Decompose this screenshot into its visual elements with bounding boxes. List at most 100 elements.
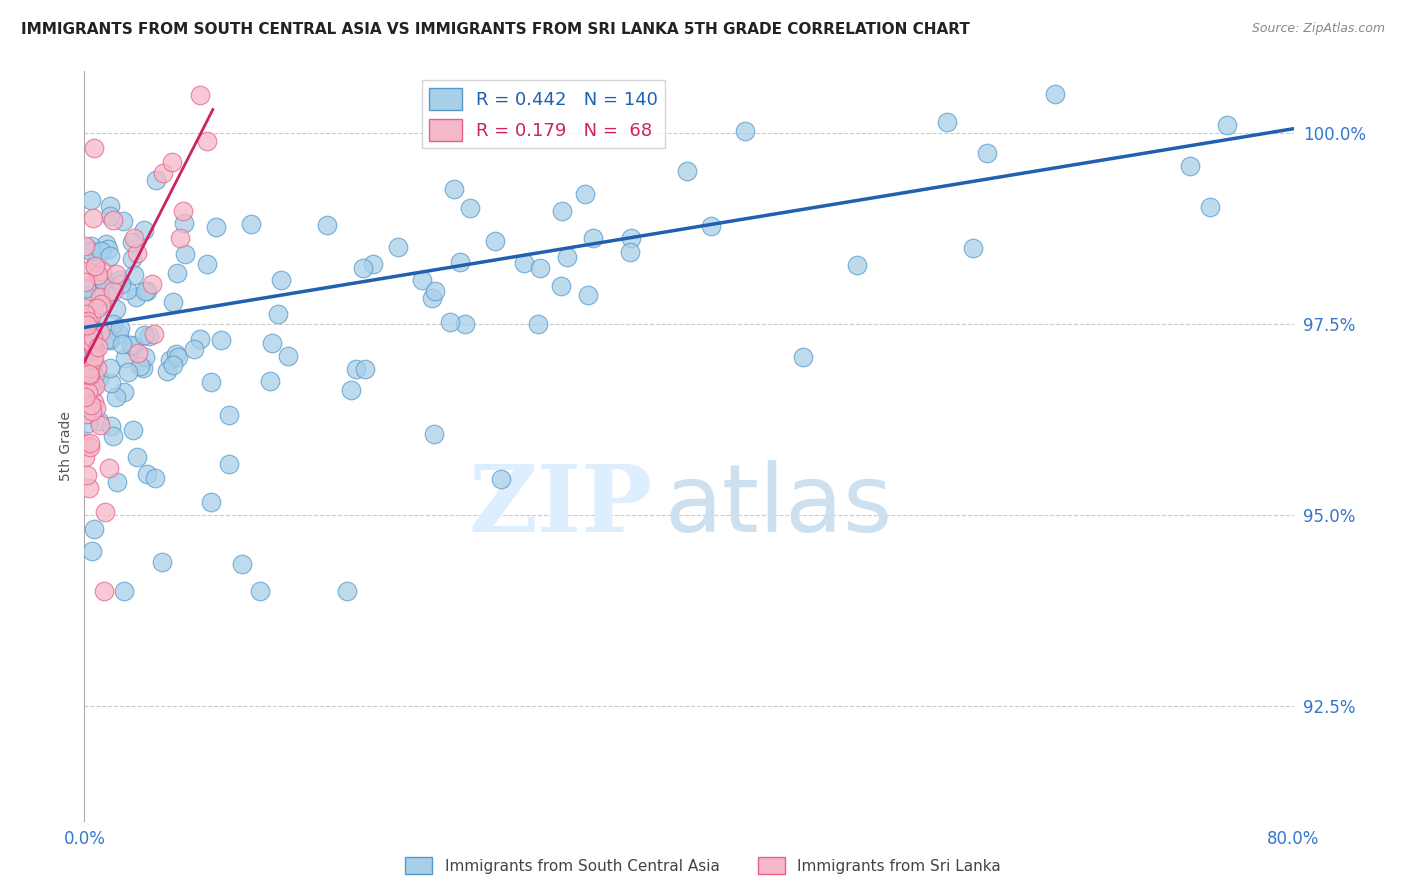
Point: [195, 135, 218, 149]
Point: [513, 256, 536, 270]
Point: [76, 332, 98, 346]
Point: [162, 294, 184, 309]
Point: [96, 237, 118, 252]
Point: [76, 468, 98, 483]
Point: [75, 344, 97, 359]
Point: [80, 382, 103, 396]
Point: [84, 379, 107, 393]
Point: [75, 289, 97, 303]
Point: [344, 362, 367, 376]
Point: [152, 166, 174, 180]
Point: [173, 247, 195, 261]
Point: [79, 244, 101, 259]
Point: [121, 235, 143, 249]
Point: [89, 284, 111, 298]
Point: [79, 482, 101, 496]
Point: [529, 261, 551, 276]
Point: [79, 361, 101, 376]
Point: [127, 346, 149, 360]
Point: [188, 332, 211, 346]
Point: [80, 193, 103, 207]
Point: [162, 358, 184, 372]
Point: [101, 428, 124, 442]
Point: [411, 273, 433, 287]
Point: [75, 435, 97, 450]
Point: [315, 218, 337, 232]
Point: [98, 199, 121, 213]
Point: [82, 404, 104, 418]
Point: [846, 259, 869, 273]
Point: [83, 395, 105, 409]
Point: [89, 418, 111, 433]
Point: [734, 124, 756, 138]
Point: [574, 186, 596, 201]
Point: [75, 337, 97, 351]
Point: [423, 426, 446, 441]
Point: [97, 288, 120, 302]
Point: [75, 239, 97, 253]
Point: [75, 450, 97, 465]
Point: [352, 261, 374, 276]
Point: [454, 317, 477, 331]
Point: [557, 251, 579, 265]
Point: [75, 324, 97, 338]
Point: [363, 257, 385, 271]
Point: [80, 326, 103, 341]
Point: [340, 383, 363, 397]
Point: [200, 375, 222, 389]
Point: [1180, 159, 1202, 173]
Point: [165, 347, 187, 361]
Text: atlas: atlas: [665, 460, 893, 552]
Point: [218, 409, 240, 423]
Point: [79, 331, 101, 345]
Point: [84, 343, 107, 357]
Point: [82, 352, 104, 367]
Point: [107, 273, 129, 287]
Point: [79, 367, 101, 381]
Point: [82, 330, 104, 344]
Point: [87, 414, 110, 428]
Point: [77, 326, 100, 341]
Point: [82, 343, 104, 358]
Point: [423, 285, 446, 299]
Point: [79, 376, 101, 390]
Point: [1216, 118, 1239, 132]
Point: [80, 398, 103, 412]
Point: [75, 407, 97, 421]
Point: [699, 219, 721, 234]
Point: [249, 584, 271, 599]
Point: [134, 284, 156, 298]
Point: [188, 87, 211, 102]
Point: [93, 584, 115, 599]
Point: [132, 223, 155, 237]
Point: [420, 291, 443, 305]
Point: [439, 315, 461, 329]
Point: [183, 342, 205, 356]
Point: [79, 379, 101, 393]
Point: [443, 182, 465, 196]
Point: [141, 277, 163, 291]
Point: [101, 213, 124, 227]
Point: [112, 214, 135, 228]
Point: [173, 216, 195, 230]
Point: [936, 115, 959, 129]
Point: [86, 340, 108, 354]
Point: [262, 335, 284, 350]
Point: [551, 203, 574, 218]
Point: [98, 361, 121, 376]
Point: [101, 317, 124, 331]
Point: [675, 164, 697, 178]
Point: [156, 363, 179, 377]
Point: [142, 326, 165, 341]
Point: [259, 374, 281, 388]
Point: [110, 277, 132, 292]
Text: ZIP: ZIP: [468, 461, 652, 551]
Point: [484, 234, 506, 248]
Point: [84, 254, 107, 268]
Point: [83, 141, 105, 155]
Point: [267, 307, 290, 321]
Point: [90, 244, 112, 258]
Point: [108, 321, 131, 335]
Point: [87, 371, 110, 385]
Point: [80, 335, 103, 350]
